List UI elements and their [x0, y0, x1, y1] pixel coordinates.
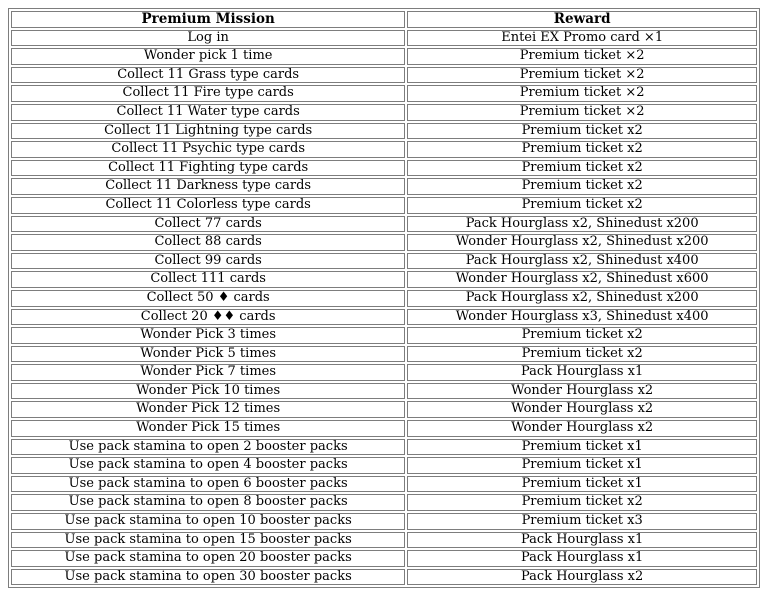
- premium-missions-table: Premium Mission Reward Log in Entei EX Pr…: [8, 8, 760, 589]
- mission-cell: Use pack stamina to open 15 booster pack…: [11, 531, 406, 549]
- reward-cell: Premium ticket x2: [407, 159, 757, 177]
- reward-cell: Premium ticket ×2: [407, 66, 757, 84]
- mission-cell: Wonder Pick 15 times: [11, 420, 406, 437]
- reward-cell: Pack Hourglass x2, Shinedust x400: [407, 252, 757, 270]
- reward-cell: Premium ticket ×2: [407, 103, 757, 121]
- reward-cell: Premium ticket x2: [407, 122, 757, 140]
- table-row: Use pack stamina to open 8 booster packs…: [11, 494, 757, 512]
- mission-cell: Collect 20 ♦♦ cards: [11, 308, 406, 326]
- table-row: Wonder Pick 3 times Premium ticket x2: [11, 327, 757, 344]
- table-row: Collect 11 Grass type cards Premium ticke…: [11, 66, 757, 84]
- reward-cell: Entei EX Promo card ×1: [407, 29, 757, 47]
- reward-cell: Premium ticket x2: [407, 178, 757, 195]
- table-row: Collect 11 Fighting type cards Premium ti…: [11, 159, 757, 177]
- reward-cell: Pack Hourglass x1: [407, 531, 757, 549]
- mission-cell: Wonder Pick 5 times: [11, 345, 406, 363]
- reward-cell: Premium ticket x2: [407, 345, 757, 363]
- mission-cell: Use pack stamina to open 30 booster pack…: [11, 568, 406, 586]
- reward-cell: Wonder Hourglass x2: [407, 420, 757, 437]
- mission-cell: Use pack stamina to open 8 booster packs: [11, 494, 406, 512]
- mission-cell: Collect 11 Fighting type cards: [11, 159, 406, 177]
- reward-cell: Premium ticket x2: [407, 494, 757, 512]
- table-row: Collect 11 Fire type cards Premium ticket…: [11, 85, 757, 102]
- reward-cell: Premium ticket x2: [407, 141, 757, 158]
- table-row: Collect 11 Colorless type cards Premium t…: [11, 196, 757, 214]
- mission-cell: Collect 11 Psychic type cards: [11, 141, 406, 158]
- reward-cell: Pack Hourglass x1: [407, 550, 757, 567]
- mission-cell: Wonder Pick 12 times: [11, 401, 406, 419]
- table-body: Log in Entei EX Promo card ×1 Wonder pick …: [11, 29, 757, 586]
- mission-cell: Wonder Pick 10 times: [11, 382, 406, 400]
- mission-cell: Use pack stamina to open 10 booster pack…: [11, 513, 406, 530]
- mission-cell: Collect 11 Grass type cards: [11, 66, 406, 84]
- table-row: Use pack stamina to open 6 booster packs…: [11, 475, 757, 493]
- reward-cell: Premium ticket x2: [407, 196, 757, 214]
- mission-cell: Collect 111 cards: [11, 271, 406, 288]
- mission-cell: Use pack stamina to open 2 booster packs: [11, 438, 406, 456]
- table-row: Use pack stamina to open 4 booster packs…: [11, 457, 757, 474]
- table-row: Use pack stamina to open 15 booster pack…: [11, 531, 757, 549]
- table-row: Wonder Pick 10 times Wonder Hourglass x2: [11, 382, 757, 400]
- table-row: Wonder Pick 15 times Wonder Hourglass x2: [11, 420, 757, 437]
- reward-cell: Wonder Hourglass x2: [407, 401, 757, 419]
- mission-cell: Wonder pick 1 time: [11, 48, 406, 65]
- table-row: Collect 88 cards Wonder Hourglass x2, Shi…: [11, 234, 757, 251]
- reward-cell: Pack Hourglass x1: [407, 364, 757, 381]
- reward-cell: Wonder Hourglass x2: [407, 382, 757, 400]
- mission-cell: Collect 11 Water type cards: [11, 103, 406, 121]
- header-row: Premium Mission Reward: [11, 11, 757, 28]
- table-row: Use pack stamina to open 2 booster packs…: [11, 438, 757, 456]
- table-row: Collect 99 cards Pack Hourglass x2, Shine…: [11, 252, 757, 270]
- mission-cell: Collect 77 cards: [11, 215, 406, 233]
- table-row: Collect 11 Lightning type cards Premium t…: [11, 122, 757, 140]
- mission-cell: Use pack stamina to open 6 booster packs: [11, 475, 406, 493]
- mission-cell: Collect 50 ♦ cards: [11, 289, 406, 307]
- mission-cell: Use pack stamina to open 20 booster pack…: [11, 550, 406, 567]
- reward-cell: Premium ticket ×2: [407, 85, 757, 102]
- reward-cell: Pack Hourglass x2: [407, 568, 757, 586]
- reward-cell: Premium ticket x1: [407, 438, 757, 456]
- mission-cell: Collect 99 cards: [11, 252, 406, 270]
- mission-cell: Collect 88 cards: [11, 234, 406, 251]
- mission-cell: Collect 11 Lightning type cards: [11, 122, 406, 140]
- mission-cell: Wonder Pick 7 times: [11, 364, 406, 381]
- table-row: Collect 77 cards Pack Hourglass x2, Shine…: [11, 215, 757, 233]
- column-header-premium-mission: Premium Mission: [11, 11, 406, 28]
- table-row: Collect 111 cards Wonder Hourglass x2, Sh…: [11, 271, 757, 288]
- reward-cell: Wonder Hourglass x2, Shinedust x200: [407, 234, 757, 251]
- table-row: Use pack stamina to open 30 booster pack…: [11, 568, 757, 586]
- reward-cell: Wonder Hourglass x2, Shinedust x600: [407, 271, 757, 288]
- reward-cell: Pack Hourglass x2, Shinedust x200: [407, 215, 757, 233]
- table-header: Premium Mission Reward: [11, 11, 757, 28]
- mission-cell: Log in: [11, 29, 406, 47]
- table-row: Collect 50 ♦ cards Pack Hourglass x2, Shi…: [11, 289, 757, 307]
- reward-cell: Pack Hourglass x2, Shinedust x200: [407, 289, 757, 307]
- mission-cell: Collect 11 Fire type cards: [11, 85, 406, 102]
- mission-cell: Use pack stamina to open 4 booster packs: [11, 457, 406, 474]
- mission-cell: Collect 11 Darkness type cards: [11, 178, 406, 195]
- table-row: Wonder pick 1 time Premium ticket ×2: [11, 48, 757, 65]
- table-row: Use pack stamina to open 10 booster pack…: [11, 513, 757, 530]
- table-row: Collect 11 Psychic type cards Premium tic…: [11, 141, 757, 158]
- table-row: Collect 11 Darkness type cards Premium ti…: [11, 178, 757, 195]
- mission-cell: Collect 11 Colorless type cards: [11, 196, 406, 214]
- reward-cell: Premium ticket ×2: [407, 48, 757, 65]
- reward-cell: Premium ticket x3: [407, 513, 757, 530]
- reward-cell: Premium ticket x1: [407, 475, 757, 493]
- table-row: Wonder Pick 5 times Premium ticket x2: [11, 345, 757, 363]
- reward-cell: Wonder Hourglass x3, Shinedust x400: [407, 308, 757, 326]
- table-row: Collect 11 Water type cards Premium ticke…: [11, 103, 757, 121]
- table-row: Log in Entei EX Promo card ×1: [11, 29, 757, 47]
- column-header-reward: Reward: [407, 11, 757, 28]
- mission-cell: Wonder Pick 3 times: [11, 327, 406, 344]
- table-row: Wonder Pick 7 times Pack Hourglass x1: [11, 364, 757, 381]
- reward-cell: Premium ticket x2: [407, 327, 757, 344]
- table-row: Use pack stamina to open 20 booster pack…: [11, 550, 757, 567]
- table-row: Wonder Pick 12 times Wonder Hourglass x2: [11, 401, 757, 419]
- reward-cell: Premium ticket x1: [407, 457, 757, 474]
- table-row: Collect 20 ♦♦ cards Wonder Hourglass x3, …: [11, 308, 757, 326]
